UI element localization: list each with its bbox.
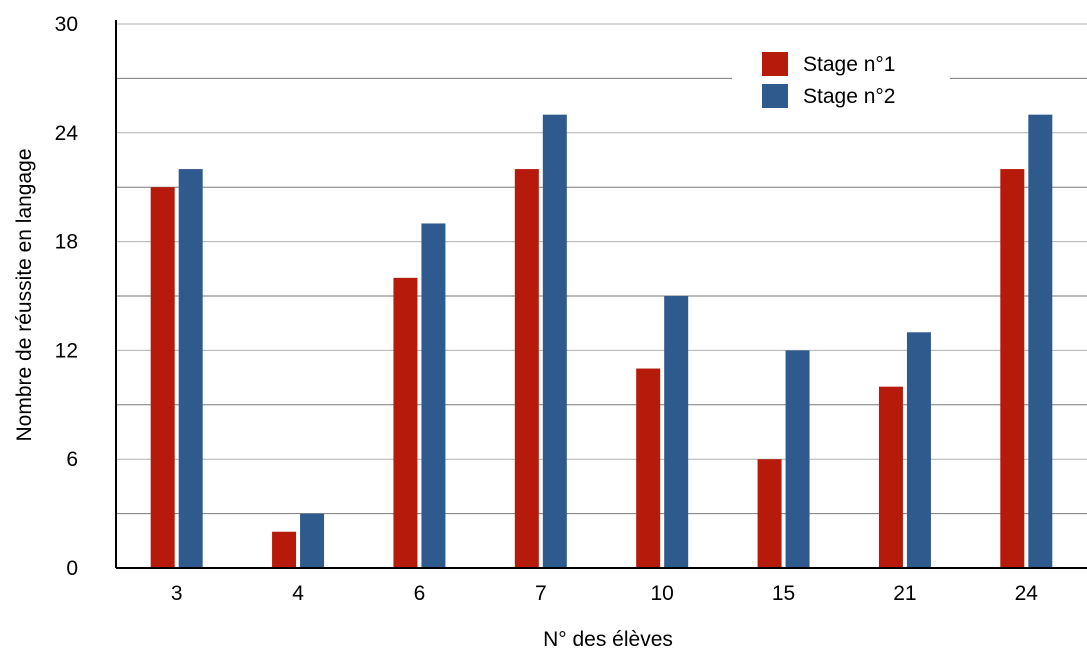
tick-labels: 3 4 6 7 10 15 21 24 0 6 12 18 24 30 bbox=[55, 13, 1039, 605]
bar-stage-2-21 bbox=[906, 332, 931, 568]
bars bbox=[150, 114, 1053, 569]
bar-stage-1-15 bbox=[757, 459, 782, 568]
legend-label-1: Stage n°1 bbox=[803, 53, 895, 76]
bar-stage-1-24 bbox=[1000, 169, 1025, 569]
bar-stage-2-15 bbox=[785, 350, 810, 568]
x-tick-label: 3 bbox=[171, 582, 183, 605]
y-tick-label: 12 bbox=[55, 339, 78, 362]
x-tick-label: 15 bbox=[772, 582, 795, 605]
y-tick-label: 18 bbox=[55, 231, 78, 254]
bar-stage-2-10 bbox=[664, 296, 689, 568]
x-tick-label: 24 bbox=[1015, 582, 1039, 605]
x-tick-label: 6 bbox=[414, 582, 426, 605]
y-tick-label: 0 bbox=[66, 557, 78, 580]
legend-swatch-2 bbox=[762, 84, 788, 108]
y-tick-label: 6 bbox=[66, 448, 78, 471]
bar-stage-1-6 bbox=[393, 277, 418, 568]
x-tick-label: 10 bbox=[651, 582, 674, 605]
bar-stage-1-10 bbox=[636, 368, 661, 568]
y-tick-label: 30 bbox=[55, 13, 78, 36]
bar-stage-1-21 bbox=[878, 386, 903, 568]
legend-swatch-1 bbox=[762, 52, 788, 76]
x-tick-label: 7 bbox=[535, 582, 547, 605]
bar-stage-1-4 bbox=[272, 531, 297, 568]
gridlines bbox=[116, 23, 1087, 515]
bar-stage-2-6 bbox=[421, 223, 446, 568]
bar-stage-2-24 bbox=[1028, 114, 1053, 569]
bar-stage-1-3 bbox=[150, 187, 175, 568]
x-tick-label: 21 bbox=[893, 582, 916, 605]
bar-stage-2-7 bbox=[542, 114, 567, 569]
bar-stage-2-3 bbox=[178, 169, 203, 569]
x-tick-label: 4 bbox=[292, 582, 304, 605]
bar-stage-2-4 bbox=[300, 513, 325, 568]
y-tick-label: 24 bbox=[55, 122, 79, 145]
x-axis-title: N° des élèves bbox=[543, 628, 673, 651]
legend-label-2: Stage n°2 bbox=[803, 85, 895, 108]
axes bbox=[115, 20, 1087, 569]
legend: Stage n°1 Stage n°2 bbox=[732, 46, 950, 118]
bar-stage-1-7 bbox=[514, 169, 539, 569]
y-axis-title: Nombre de réussite en langage bbox=[13, 148, 36, 441]
